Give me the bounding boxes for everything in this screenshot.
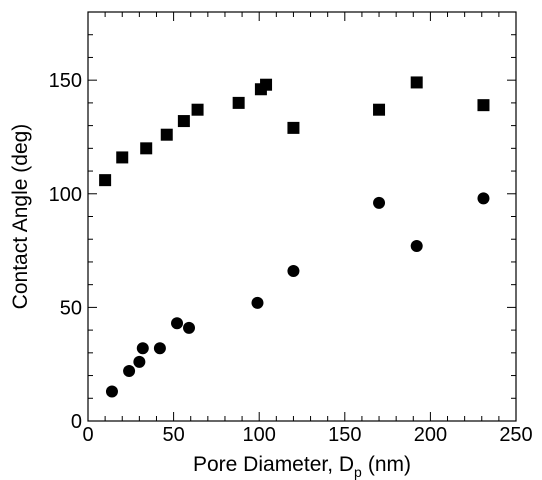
circle-marker <box>123 365 136 378</box>
circle-marker <box>183 321 196 334</box>
y-tick-label: 50 <box>60 297 82 319</box>
circle-marker <box>410 240 423 253</box>
square-marker <box>160 128 173 141</box>
circle-marker <box>105 385 118 398</box>
circle-marker <box>133 355 146 368</box>
square-marker <box>373 103 386 116</box>
data-marks <box>99 76 490 398</box>
circle-marker <box>373 196 386 209</box>
x-tick-label: 50 <box>162 424 184 446</box>
circle-marker <box>171 317 184 330</box>
square-marker <box>116 151 129 164</box>
x-axis-title-unit: (nm) <box>368 453 411 476</box>
square-marker <box>287 121 300 134</box>
square-marker <box>191 103 204 116</box>
square-marker <box>177 115 190 128</box>
x-axis-title-subscript: p <box>354 464 362 480</box>
x-tick-label: 0 <box>82 424 93 446</box>
x-tick-label: 100 <box>243 424 276 446</box>
circle-marker <box>153 342 166 355</box>
square-marker <box>99 174 112 187</box>
circle-marker <box>251 296 264 309</box>
circle-marker <box>287 265 300 278</box>
y-tick-label: 150 <box>49 70 82 92</box>
x-tick-label: 200 <box>414 424 447 446</box>
tick-labels: 0 50 100 150 200 250 0 50 100 150 <box>49 70 533 446</box>
y-tick-label: 0 <box>71 411 82 433</box>
square-marker <box>140 142 153 155</box>
y-axis-title: Contact Angle (deg) <box>9 124 32 310</box>
x-axis-title-main: Pore Diameter, D <box>193 453 354 476</box>
square-marker <box>410 76 423 89</box>
square-marker <box>260 78 273 91</box>
x-tick-label: 250 <box>499 424 532 446</box>
circle-marker <box>477 192 490 205</box>
y-tick-label: 100 <box>49 184 82 206</box>
square-marker <box>232 96 245 109</box>
square-marker <box>477 99 490 112</box>
x-axis-title: Pore Diameter, Dp (nm) <box>193 453 411 480</box>
axis-ticks <box>87 11 517 422</box>
plot-frame <box>87 11 517 422</box>
x-tick-label: 150 <box>328 424 361 446</box>
circle-marker <box>136 342 149 355</box>
